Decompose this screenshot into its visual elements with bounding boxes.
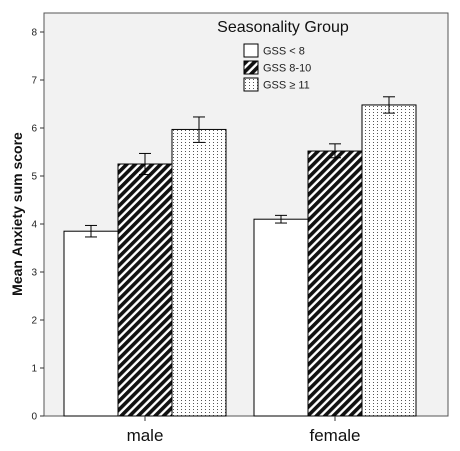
legend-label: GSS ≥ 11	[263, 80, 310, 92]
x-tick-label: male	[127, 426, 164, 445]
error-bar	[275, 214, 287, 224]
x-tick-label: female	[309, 426, 360, 445]
legend-label: GSS < 8	[263, 46, 305, 58]
bar-male-series-3	[171, 128, 227, 417]
bar-male-series-1	[63, 230, 119, 417]
y-tick-label: 8	[31, 28, 37, 39]
y-tick-label: 2	[31, 316, 37, 327]
legend-swatch	[243, 43, 259, 58]
legend: Seasonality Group GSS < 8 GSS 8-10 GSS ≥ 1…	[217, 19, 349, 92]
y-tick-label: 4	[31, 220, 37, 231]
y-tick-label: 5	[31, 172, 37, 183]
error-bars-group	[85, 96, 395, 238]
bar-male-series-2	[117, 163, 173, 417]
y-tick-label: 7	[31, 76, 37, 87]
y-tick-label: 1	[31, 364, 37, 375]
error-bar	[193, 116, 205, 143]
y-axis: 0 1 2 3 4 5 6 7 8	[31, 28, 44, 423]
bar-female-series-2	[307, 150, 363, 417]
y-tick-label: 6	[31, 124, 37, 135]
legend-swatch	[243, 77, 259, 92]
y-tick-label: 0	[31, 412, 37, 423]
error-bar	[139, 152, 151, 176]
bar-female-series-3	[361, 104, 417, 417]
error-bar	[329, 143, 341, 159]
y-axis-title: Mean Anxiety sum score	[9, 132, 25, 296]
legend-swatch	[243, 60, 259, 75]
legend-title: Seasonality Group	[217, 19, 349, 36]
bar-female-series-1	[253, 218, 309, 417]
legend-label: GSS 8-10	[263, 63, 311, 75]
x-axis: male female	[127, 416, 361, 445]
y-tick-label: 3	[31, 268, 37, 279]
error-bar	[383, 96, 395, 114]
error-bar	[85, 224, 97, 238]
